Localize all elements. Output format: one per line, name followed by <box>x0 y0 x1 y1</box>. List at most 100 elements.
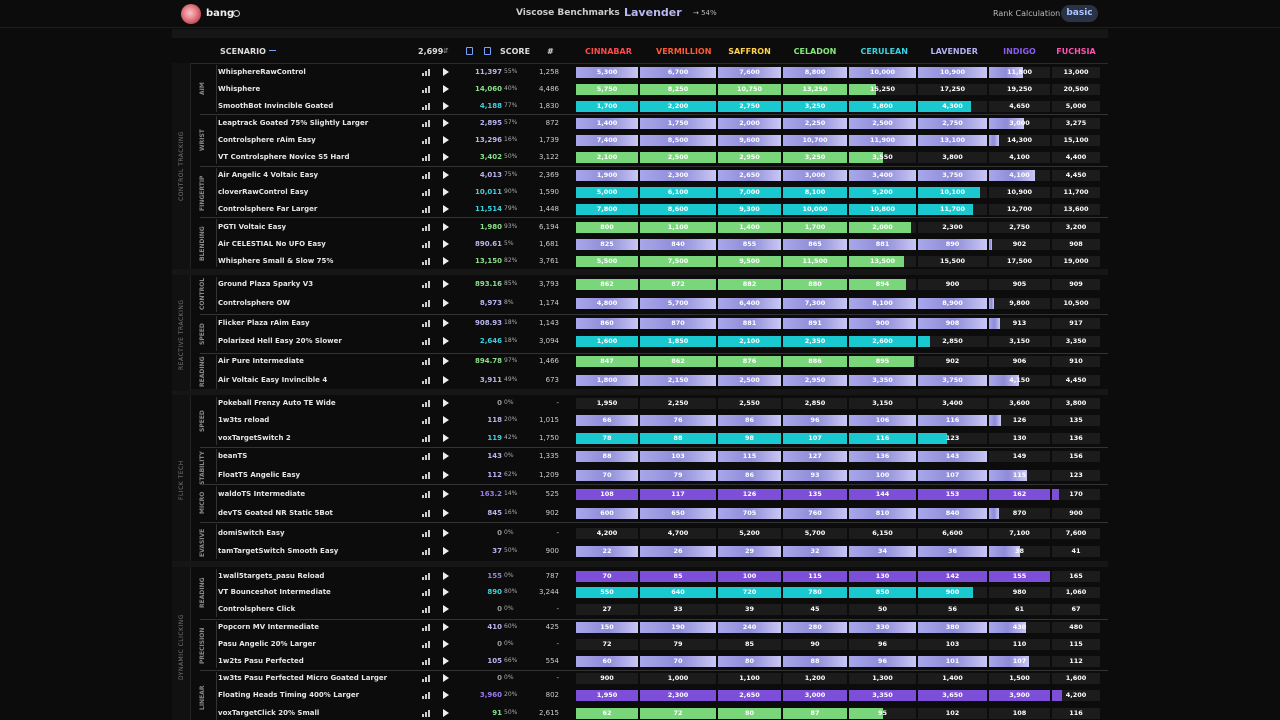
stats-icon[interactable] <box>422 400 431 407</box>
scenario-name[interactable]: 1w3ts reload <box>218 416 270 424</box>
stats-icon[interactable] <box>422 241 431 248</box>
stats-icon[interactable] <box>422 320 431 327</box>
scenario-row[interactable]: Controlsphere OW 8,973 8% 1,174 4,800 5,700 6,… <box>172 295 1108 312</box>
stats-icon[interactable] <box>422 453 431 460</box>
score-header[interactable]: SCORE <box>500 47 531 56</box>
scenario-row[interactable]: Whisphere Small & Slow 75% 13,150 82% 3,761… <box>172 253 1108 270</box>
scenario-row[interactable]: Controlsphere Click 0 0% - 27 33 39 45 50 56 61 67 <box>172 601 1108 618</box>
scenario-name[interactable]: Ground Plaza Sparky V3 <box>218 280 314 288</box>
stats-icon[interactable] <box>422 172 431 179</box>
stats-icon[interactable] <box>422 530 431 537</box>
scenario-row[interactable]: Air Angelic 4 Voltaic Easy 4,013 75% 2,369 1… <box>172 167 1108 184</box>
play-icon[interactable] <box>443 136 449 144</box>
scenario-row[interactable]: FloatTS Angelic Easy 112 62% 1,209 70 79 86 93 1… <box>172 467 1108 484</box>
play-icon[interactable] <box>443 119 449 127</box>
scenario-row[interactable]: Whisphere 14,060 40% 4,486 5,750 8,250 10,750 1… <box>172 81 1108 98</box>
play-icon[interactable] <box>443 68 449 76</box>
scenario-row[interactable]: beanTS 143 0% 1,335 88 103 115 127 136 143 149 156 <box>172 448 1108 465</box>
stats-icon[interactable] <box>422 548 431 555</box>
play-icon[interactable] <box>443 171 449 179</box>
stats-icon[interactable] <box>422 206 431 213</box>
play-icon[interactable] <box>443 319 449 327</box>
scenario-name[interactable]: FloatTS Angelic Easy <box>218 471 301 479</box>
play-icon[interactable] <box>443 102 449 110</box>
stats-icon[interactable] <box>422 154 431 161</box>
stats-icon[interactable] <box>422 658 431 665</box>
scenario-name[interactable]: voxTargetSwitch 2 <box>218 434 291 442</box>
stats-icon[interactable] <box>422 606 431 613</box>
scenario-row[interactable]: Popcorn MV Intermediate 410 60% 425 150 190 24… <box>172 619 1108 636</box>
stats-icon[interactable] <box>422 281 431 288</box>
scenario-row[interactable]: Controlsphere Far Larger 11,514 79% 1,448 7,… <box>172 201 1108 218</box>
scenario-name[interactable]: Pasu Angelic 20% Larger <box>218 640 316 648</box>
sort-toggle-icon[interactable]: ⇵ <box>443 47 449 55</box>
play-icon[interactable] <box>443 188 449 196</box>
stats-icon[interactable] <box>422 358 431 365</box>
avatar[interactable] <box>181 4 201 24</box>
scenario-name[interactable]: Floating Heads Timing 400% Larger <box>218 691 360 699</box>
play-icon[interactable] <box>443 299 449 307</box>
scenario-name[interactable]: Popcorn MV Intermediate <box>218 623 320 631</box>
stats-icon[interactable] <box>422 710 431 717</box>
play-icon[interactable] <box>443 399 449 407</box>
scenario-row[interactable]: PGTI Voltaic Easy 1,980 93% 6,194 800 1,100 1,… <box>172 219 1108 236</box>
scenario-header[interactable]: SCENARIO <box>220 47 266 56</box>
stats-icon[interactable] <box>422 338 431 345</box>
play-icon[interactable] <box>443 471 449 479</box>
scenario-name[interactable]: Flicker Plaza rAim Easy <box>218 319 310 327</box>
stats-icon[interactable] <box>422 624 431 631</box>
scenario-row[interactable]: VT Bounceshot Intermediate 890 80% 3,244 550… <box>172 584 1108 601</box>
stats-icon[interactable] <box>422 377 431 384</box>
scenario-row[interactable]: 1w2ts Pasu Perfected 105 66% 554 60 70 80 88 96 1… <box>172 653 1108 670</box>
play-icon[interactable] <box>443 588 449 596</box>
play-icon[interactable] <box>443 547 449 555</box>
scenario-name[interactable]: Whisphere Small & Slow 75% <box>218 257 334 265</box>
scenario-name[interactable]: Whisphere <box>218 85 261 93</box>
copy-icon[interactable] <box>466 47 473 55</box>
sort-icon[interactable] <box>269 50 276 51</box>
scenario-name[interactable]: tamTargetSwitch Smooth Easy <box>218 547 339 555</box>
play-icon[interactable] <box>443 280 449 288</box>
play-icon[interactable] <box>443 153 449 161</box>
scenario-row[interactable]: voxTargetSwitch 2 119 42% 1,750 78 88 98 107 116… <box>172 430 1108 447</box>
play-icon[interactable] <box>443 640 449 648</box>
count-header[interactable]: # <box>547 47 554 56</box>
stats-icon[interactable] <box>422 189 431 196</box>
scenario-name[interactable]: 1w2ts Pasu Perfected <box>218 657 304 665</box>
scenario-row[interactable]: 1wall5targets_pasu Reload 155 0% 787 70 85 100… <box>172 568 1108 585</box>
scenario-row[interactable]: Flicker Plaza rAim Easy 908.93 18% 1,143 860… <box>172 315 1108 332</box>
scenario-name[interactable]: Pokeball Frenzy Auto TE Wide <box>218 399 336 407</box>
stats-icon[interactable] <box>422 573 431 580</box>
scenario-row[interactable]: WhisphereRawControl 11,397 55% 1,258 5,300 6,… <box>172 64 1108 81</box>
scenario-name[interactable]: Controlsphere Far Larger <box>218 205 318 213</box>
play-icon[interactable] <box>443 674 449 682</box>
play-icon[interactable] <box>443 657 449 665</box>
scenario-row[interactable]: Floating Heads Timing 400% Larger 3,960 20… <box>172 687 1108 704</box>
play-icon[interactable] <box>443 529 449 537</box>
scenario-name[interactable]: Air Voltaic Easy Invincible 4 <box>218 376 328 384</box>
stats-icon[interactable] <box>422 258 431 265</box>
stats-icon[interactable] <box>422 589 431 596</box>
scenario-row[interactable]: Controlsphere rAim Easy 13,296 16% 1,739 7,4… <box>172 132 1108 149</box>
stats-icon[interactable] <box>422 692 431 699</box>
play-icon[interactable] <box>443 205 449 213</box>
rank-calc-toggle[interactable]: basic <box>1061 5 1098 22</box>
scenario-row[interactable]: 1w3ts reload 118 20% 1,015 66 76 86 96 106 116 126… <box>172 412 1108 429</box>
stats-icon[interactable] <box>422 224 431 231</box>
scenario-name[interactable]: cloverRawControl Easy <box>218 188 309 196</box>
username[interactable]: bang <box>206 8 235 19</box>
scenario-row[interactable]: Air Pure Intermediate 894.78 97% 1,466 847 86… <box>172 353 1108 370</box>
scenario-name[interactable]: 1wall5targets_pasu Reload <box>218 572 325 580</box>
scenario-name[interactable]: PGTI Voltaic Easy <box>218 223 287 231</box>
play-icon[interactable] <box>443 572 449 580</box>
scenario-row[interactable]: Air Voltaic Easy Invincible 4 3,911 49% 673… <box>172 372 1108 389</box>
play-icon[interactable] <box>443 605 449 613</box>
scenario-name[interactable]: Air Angelic 4 Voltaic Easy <box>218 171 319 179</box>
play-icon[interactable] <box>443 240 449 248</box>
scenario-name[interactable]: waldoTS Intermediate <box>218 490 306 498</box>
scenario-name[interactable]: beanTS <box>218 452 248 460</box>
stats-icon[interactable] <box>422 510 431 517</box>
play-icon[interactable] <box>443 223 449 231</box>
scenario-name[interactable]: Controlsphere OW <box>218 299 291 307</box>
scenario-name[interactable]: 1w3ts Pasu Perfected Micro Goated Larger <box>218 674 388 682</box>
